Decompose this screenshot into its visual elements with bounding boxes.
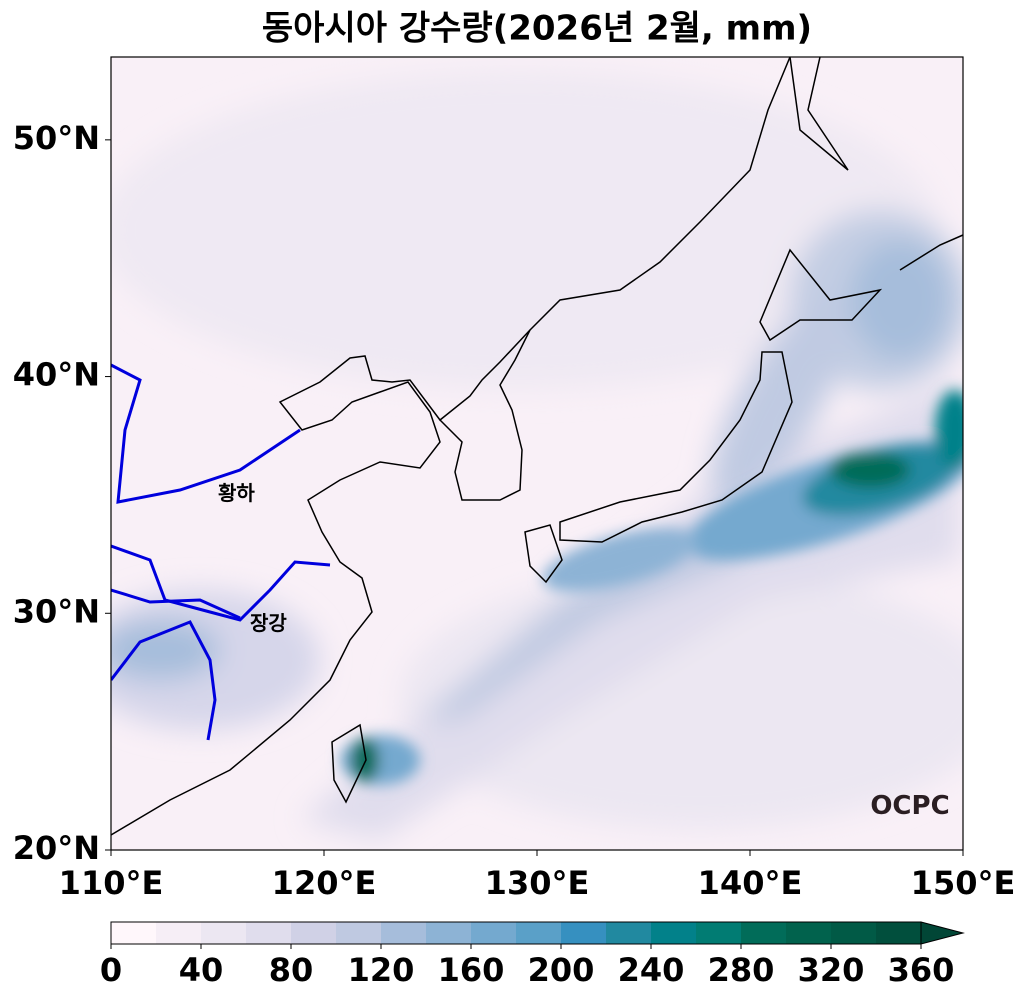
axes: 110°E 120°E 130°E 140°E 150°E 20°N 30°N 40°N 50°… xyxy=(13,119,1016,902)
logo: OCPC xyxy=(870,791,949,821)
colorbar-bin xyxy=(156,922,202,944)
colorbar-bin xyxy=(471,922,517,944)
y-tick-label: 20°N xyxy=(13,829,100,867)
river-label: 장강 xyxy=(250,611,287,635)
colorbar-bin xyxy=(741,922,787,944)
colorbar-bin xyxy=(606,922,652,944)
coastline xyxy=(111,57,963,836)
x-tick-label: 140°E xyxy=(698,864,803,902)
y-tick-label: 40°N xyxy=(13,356,100,394)
colorbar-bin xyxy=(246,922,292,944)
y-tick-label: 50°N xyxy=(13,119,100,157)
colorbar-tick-label: 160 xyxy=(438,951,505,989)
y-tick-label: 30°N xyxy=(13,592,100,630)
colorbar-bin xyxy=(291,922,337,944)
colorbar-bin xyxy=(516,922,562,944)
title: 동아시아 강수량(2026년 2월, mm) xyxy=(262,9,812,49)
x-tick-label: 130°E xyxy=(485,864,590,902)
x-tick-label: 120°E xyxy=(272,864,377,902)
colorbar-bin xyxy=(381,922,427,944)
colorbar-tick-label: 240 xyxy=(618,951,685,989)
colorbar-tick-label: 280 xyxy=(708,951,775,989)
colorbar-bin xyxy=(336,922,382,944)
colorbar-bin xyxy=(561,922,607,944)
map-field xyxy=(111,57,963,850)
colorbar-tick-label: 360 xyxy=(888,951,955,989)
colorbar-bin xyxy=(696,922,742,944)
colorbar-tick-label: 80 xyxy=(269,951,314,989)
x-tick-label: 150°E xyxy=(911,864,1016,902)
river-label: 황하 xyxy=(218,481,255,505)
colorbar-tick-label: 40 xyxy=(179,951,224,989)
colorbar-tick-label: 200 xyxy=(528,951,595,989)
colorbar-tick-label: 120 xyxy=(348,951,415,989)
x-tick-label: 110°E xyxy=(59,864,164,902)
colorbar-frame xyxy=(110,921,922,945)
colorbar-bin xyxy=(651,922,697,944)
colorbar-extend xyxy=(920,921,965,945)
rivers xyxy=(111,363,331,741)
colorbar-bin xyxy=(786,922,832,944)
colorbar-bin xyxy=(426,922,472,944)
colorbar-bin xyxy=(201,922,247,944)
colorbar-bin xyxy=(876,922,922,944)
colorbar-tick-label: 320 xyxy=(798,951,865,989)
colorbar: 0 40 80 120 160 200 240 280 320 360 xyxy=(100,921,965,989)
colorbar-bin xyxy=(111,922,157,944)
colorbar-bin xyxy=(831,922,877,944)
colorbar-tick-label: 0 xyxy=(100,951,122,989)
